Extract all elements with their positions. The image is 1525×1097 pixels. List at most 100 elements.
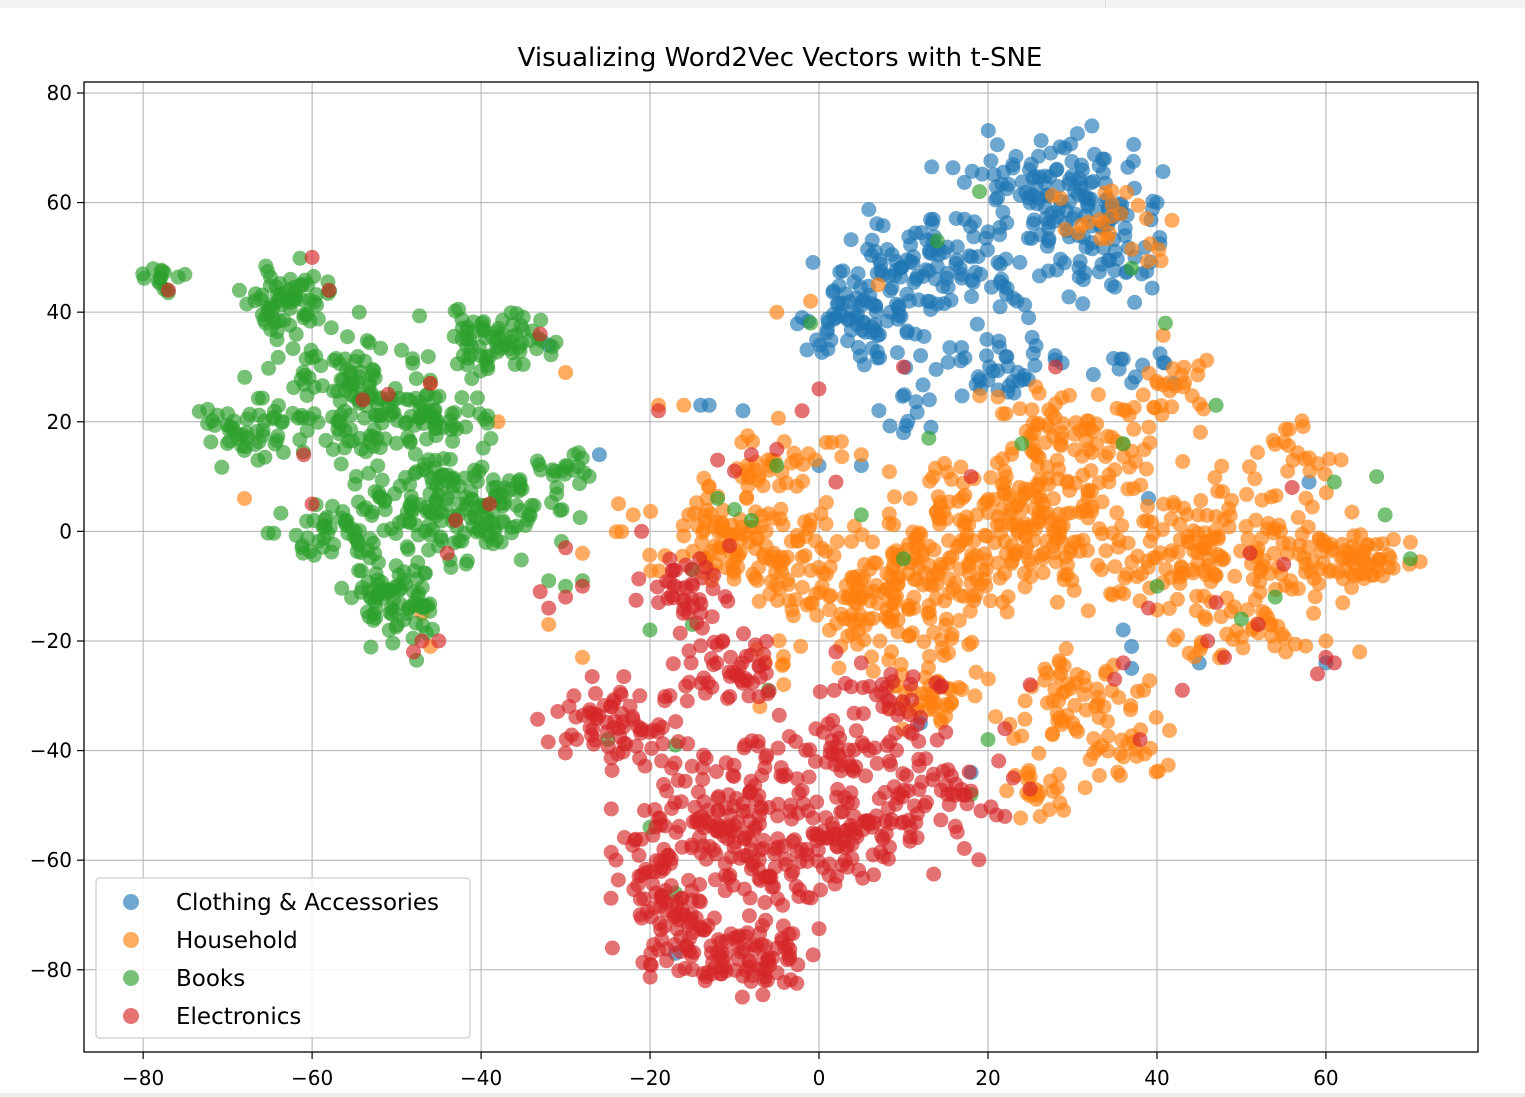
data-point [558, 458, 574, 474]
data-point [659, 783, 675, 799]
data-point [1149, 195, 1165, 211]
data-point [334, 580, 350, 596]
legend-label: Clothing & Accessories [176, 890, 439, 916]
data-point [799, 342, 815, 358]
data-point [341, 433, 357, 449]
data-point [991, 333, 1007, 349]
data-point [1281, 438, 1296, 454]
data-point [407, 446, 423, 462]
data-point [1148, 710, 1164, 725]
data-point [791, 785, 807, 801]
data-point [1142, 673, 1158, 689]
data-point [879, 738, 895, 753]
data-point [611, 496, 626, 512]
data-point [884, 280, 900, 296]
data-point [260, 525, 276, 541]
data-point [983, 470, 999, 485]
data-point [990, 509, 1006, 525]
data-point [1012, 254, 1028, 270]
data-point [421, 517, 437, 533]
data-point [1141, 365, 1157, 381]
data-point [1326, 474, 1342, 490]
data-point [293, 371, 309, 387]
data-point [668, 824, 684, 840]
data-point [906, 274, 922, 290]
data-point [288, 527, 304, 543]
data-point [540, 734, 556, 750]
data-point [886, 517, 902, 533]
data-point [1048, 359, 1064, 375]
data-point [853, 458, 869, 474]
data-point [844, 836, 860, 852]
data-point [1047, 348, 1063, 364]
data-point [814, 345, 830, 360]
data-point [345, 521, 361, 537]
data-point [759, 748, 775, 763]
data-point [989, 455, 1005, 471]
data-point [712, 547, 728, 563]
data-point [304, 496, 320, 512]
data-point [482, 496, 497, 512]
data-point [1109, 400, 1125, 416]
data-point [674, 839, 690, 855]
data-point [834, 449, 850, 465]
data-point [666, 578, 682, 594]
data-point [909, 528, 925, 544]
data-point [1241, 459, 1257, 475]
data-point [1381, 547, 1397, 563]
data-point [1014, 728, 1030, 744]
data-point [566, 688, 582, 704]
data-point [1073, 157, 1089, 173]
data-point [940, 556, 956, 572]
data-point [384, 404, 400, 420]
data-point [1040, 417, 1056, 433]
data-point [530, 711, 546, 727]
data-point [653, 922, 669, 938]
data-point [864, 296, 880, 312]
data-point [784, 602, 800, 618]
data-point [1050, 208, 1065, 224]
data-point [439, 545, 455, 561]
data-point [288, 326, 304, 342]
data-point [1290, 510, 1306, 525]
data-point [818, 516, 834, 532]
data-point [811, 921, 827, 937]
data-point [802, 518, 818, 534]
data-point [732, 544, 748, 560]
data-point [711, 932, 726, 948]
data-point [541, 600, 557, 616]
data-point [388, 526, 404, 541]
data-point [988, 709, 1004, 725]
data-point [459, 553, 475, 569]
data-point [870, 595, 886, 611]
data-point [1044, 727, 1060, 743]
data-point [632, 750, 648, 766]
data-point [726, 571, 742, 587]
data-point [692, 551, 708, 567]
data-point [956, 174, 972, 190]
x-tick-label: 0 [813, 1066, 826, 1090]
data-point [704, 609, 720, 625]
data-point [1080, 603, 1096, 619]
data-point [1017, 711, 1033, 727]
y-tick-label: 20 [47, 410, 72, 434]
data-point [1014, 436, 1030, 452]
data-point [951, 613, 967, 628]
data-point [805, 255, 821, 270]
data-point [1128, 454, 1144, 469]
data-point [773, 768, 789, 783]
data-point [1242, 545, 1258, 561]
data-point [1369, 537, 1384, 552]
data-point [557, 745, 573, 761]
data-point [260, 264, 276, 279]
data-point [1161, 375, 1177, 391]
data-point [1356, 566, 1371, 582]
data-point [868, 687, 884, 703]
data-point [330, 421, 346, 437]
data-point [1000, 589, 1016, 605]
data-point [340, 329, 355, 345]
data-point [464, 371, 480, 387]
x-tick-label: 40 [1144, 1066, 1169, 1090]
data-point [410, 554, 426, 570]
data-point [310, 414, 326, 430]
